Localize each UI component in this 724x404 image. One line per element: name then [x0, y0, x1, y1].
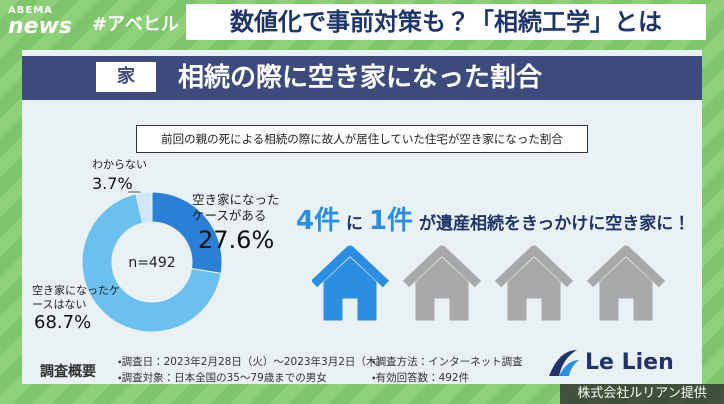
house-icons [312, 244, 672, 324]
logo-top: ABEMA [8, 5, 53, 16]
claim-text: が遺産相続をきっかけに空き家に！ [418, 214, 691, 234]
house-icon [406, 250, 478, 320]
panel-title: 相続の際に空き家になった割合 [178, 63, 543, 93]
category-label: わからない [92, 158, 147, 171]
credit: 株式会社ルリアン提供 [560, 384, 724, 404]
survey-item: ・調査方法：インターネット調査 [372, 356, 523, 368]
hashtag: #アベヒル [92, 14, 179, 35]
logo: ABEMA news [8, 6, 72, 38]
value-label: 3.7% [92, 174, 133, 193]
survey-item: ・有効回答数：492件 [372, 372, 470, 384]
claim-number: 4件 [296, 206, 341, 236]
claim-text: に [346, 214, 364, 234]
logo-bottom: news [8, 14, 73, 39]
center-label: n=492 [128, 255, 175, 271]
chart-subtitle: 前回の親の死による相続の際に故人が居住していた住宅が空き家になった割合 [136, 125, 588, 153]
category-label: 空き家になったケースがある [192, 192, 280, 224]
house-icon [314, 250, 386, 320]
headline: 数値化で事前対策も？「相続工学」とは [186, 4, 706, 40]
survey-item: ・調査日：2023年2月28日（火）～2023年3月2日（木） [118, 356, 387, 368]
company-mark [549, 350, 579, 376]
claim-number: 1件 [368, 206, 414, 236]
value-label: 27.6% [198, 226, 275, 254]
survey-item: ・調査対象：日本全国の35～79歳までの男女 [118, 372, 327, 384]
donut-segment [81, 193, 222, 333]
donut-segment [135, 191, 153, 224]
value-label: 68.7% [34, 312, 92, 333]
survey-heading: 調査概要 [40, 364, 96, 380]
house-icon [498, 250, 570, 320]
panel-icon: 家 [96, 62, 156, 92]
house-icon [590, 250, 662, 320]
claim: 4件 に 1件 が遺産相続をきっかけに空き家に！ [296, 200, 690, 237]
company-logo: Le Lien [585, 350, 674, 375]
category-label: 空き家になったケースはない [32, 284, 120, 312]
